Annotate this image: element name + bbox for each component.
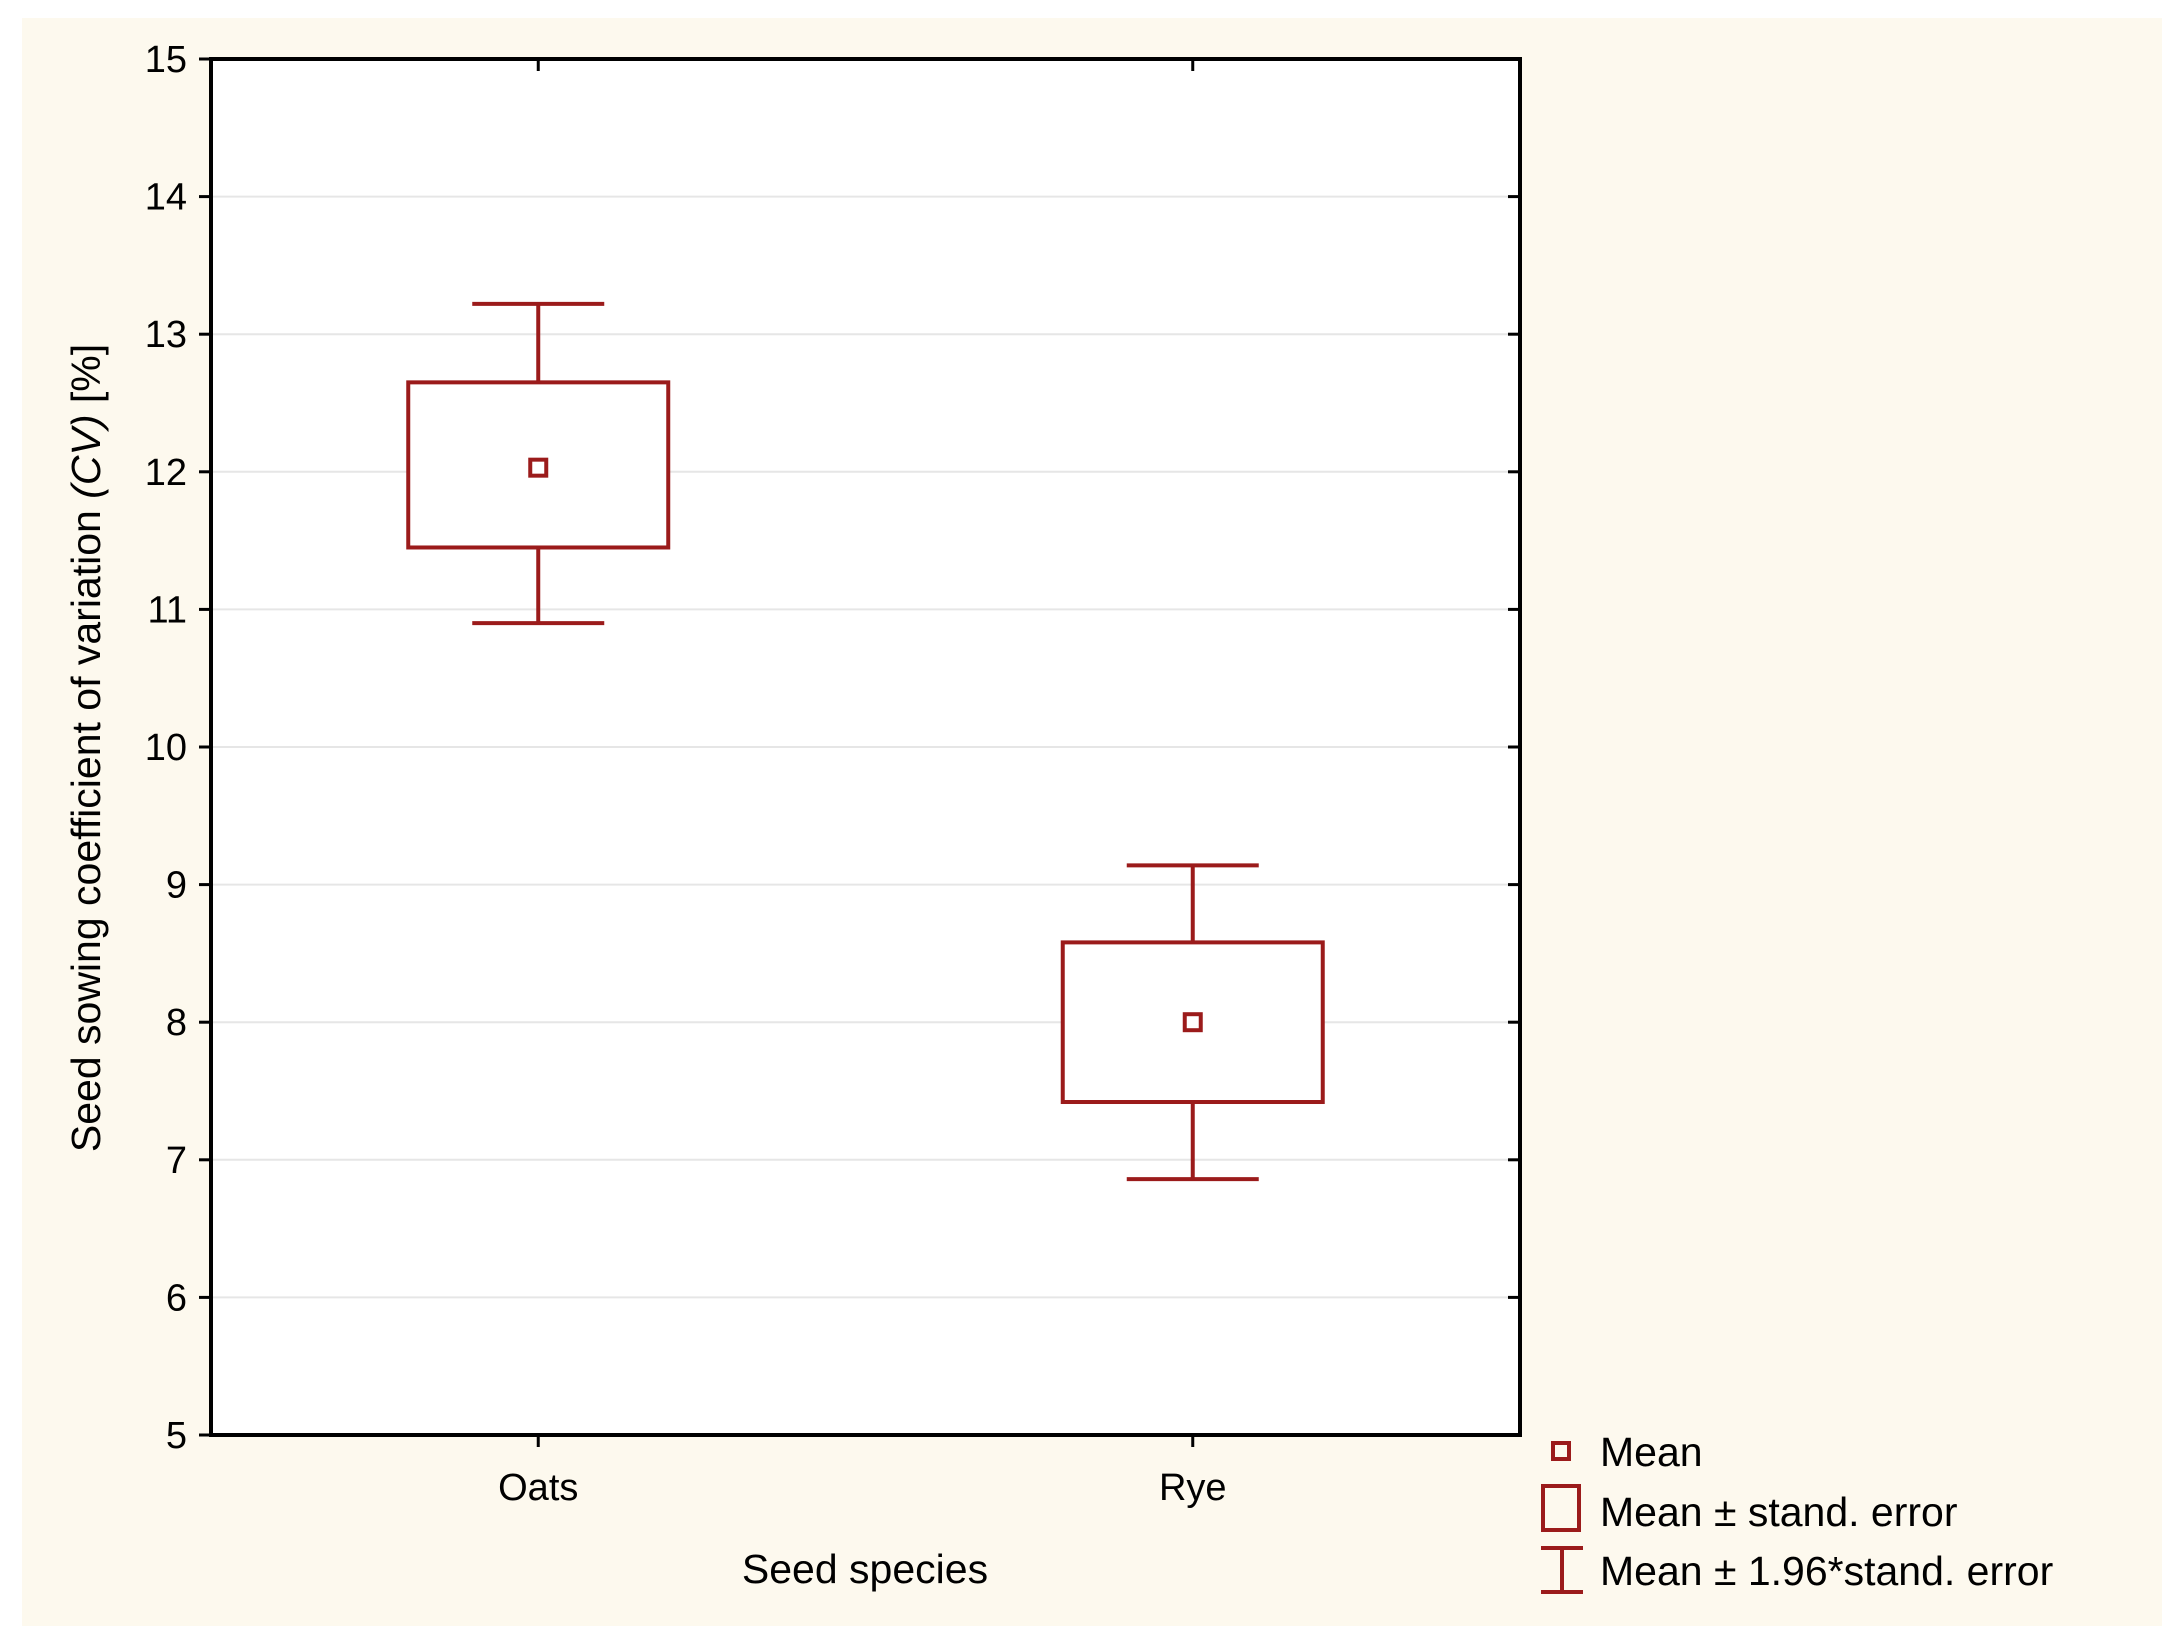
legend-item-ci: Mean ± 1.96*stand. error: [1541, 1546, 2053, 1594]
y-tick-label: 11: [148, 589, 187, 631]
y-axis-title: Seed sowing coefficient of variation (CV…: [63, 344, 109, 1152]
x-tick-label: Oats: [498, 1467, 578, 1509]
box-rye: [1060, 863, 1325, 1182]
legend-item-mean: Mean: [1551, 1429, 1703, 1475]
plot-frame: [209, 57, 1522, 1437]
mean-marker: [528, 457, 549, 478]
y-tick-label: 7: [166, 1140, 187, 1182]
y-tick-label: 15: [145, 39, 187, 81]
y-tick-label: 8: [166, 1002, 187, 1044]
chart-figure: 5 6 7 8 9 10 11 12 13 14 15 Oats Rye Seed species S…: [22, 18, 2162, 1626]
legend-item-se: Mean ± stand. error: [1541, 1484, 1958, 1535]
x-axis-ticks: Oats Rye: [498, 59, 1227, 1509]
y-axis-ticks: 5 6 7 8 9 10 11 12 13 14 15: [145, 39, 1520, 1457]
legend-label-se: Mean ± stand. error: [1600, 1489, 1958, 1535]
legend-label-mean: Mean: [1600, 1429, 1703, 1475]
box-plot: 5 6 7 8 9 10 11 12 13 14 15 Oats Rye Seed species S…: [63, 39, 2053, 1594]
y-tick-label: 6: [166, 1277, 187, 1319]
y-tick-label: 13: [145, 314, 187, 356]
x-tick-label: Rye: [1159, 1467, 1227, 1509]
legend-label-ci: Mean ± 1.96*stand. error: [1600, 1548, 2053, 1594]
legend-box-icon: [1541, 1484, 1581, 1532]
legend-mean-marker-icon: [1551, 1441, 1571, 1461]
y-tick-label: 14: [145, 177, 187, 219]
legend-whisker-icon: [1541, 1546, 1583, 1594]
y-tick-label: 12: [145, 452, 187, 494]
gridlines: [211, 195, 1520, 1299]
y-tick-label: 10: [145, 727, 187, 769]
boxes: [406, 301, 1325, 1182]
box-oats: [406, 301, 671, 626]
y-tick-label: 9: [166, 865, 187, 907]
legend: Mean Mean ± stand. error Mean ± 1.96*sta…: [1541, 1429, 2053, 1594]
mean-marker: [1182, 1012, 1203, 1033]
y-tick-label: 5: [166, 1415, 187, 1457]
x-axis-title: Seed species: [742, 1546, 988, 1592]
